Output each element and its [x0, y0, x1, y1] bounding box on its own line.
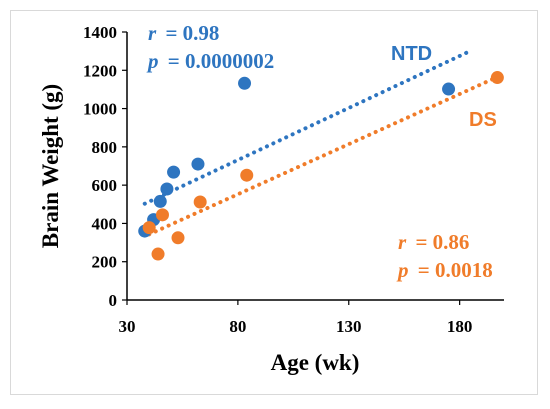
y-tick-label: 1400: [83, 23, 117, 42]
ds-data-point: [193, 195, 207, 209]
ds-series-label: DS: [469, 109, 497, 131]
ds-data-point: [151, 247, 165, 261]
ntd-data-point: [442, 82, 456, 96]
ntd-r-symbol: r: [148, 21, 157, 45]
ntd-data-point: [191, 157, 205, 171]
ds-r-symbol: r: [398, 230, 407, 254]
x-axis-title: Age (wk): [271, 350, 360, 375]
ntd-trend-line: [142, 48, 473, 206]
x-tick-label: 30: [119, 317, 136, 336]
ntd-data-point: [160, 182, 174, 196]
ds-r-value: = 0.86: [415, 230, 469, 254]
ntd-r-annotation: r = 0.98: [148, 21, 219, 45]
y-tick-label: 800: [92, 138, 118, 157]
y-tick-label: 0: [109, 291, 118, 310]
y-tick-label: 200: [92, 253, 118, 272]
ds-data-point: [240, 168, 254, 182]
y-tick-label: 400: [92, 214, 118, 233]
y-tick-label: 1000: [83, 100, 117, 119]
ds-data-point: [155, 208, 169, 222]
x-tick-label: 180: [447, 317, 473, 336]
ntd-data-point: [238, 76, 252, 90]
ds-p-value: = 0.0018: [418, 258, 493, 282]
ntd-data-point: [153, 194, 167, 208]
x-tick-label: 130: [336, 317, 362, 336]
ds-p-annotation: p = 0.0018: [396, 258, 493, 282]
ds-data-point: [171, 231, 185, 245]
ntd-data-point: [167, 165, 181, 179]
ntd-series-label: NTD: [391, 43, 432, 65]
ds-r-annotation: r = 0.86: [398, 230, 469, 254]
ntd-r-value: = 0.98: [165, 21, 219, 45]
axes: [126, 32, 504, 301]
ds-trend-line: [147, 74, 500, 237]
data-points: [138, 71, 504, 261]
trend-lines: [142, 48, 500, 237]
chart-frame: [10, 10, 538, 395]
ntd-p-value: = 0.0000002: [168, 49, 274, 73]
y-axis-title: Brain Weight (g): [38, 84, 63, 248]
ds-data-point: [142, 221, 156, 235]
x-tick-label: 80: [229, 317, 246, 336]
ds-data-point: [490, 71, 504, 85]
y-tick-label: 600: [92, 176, 118, 195]
y-tick-label: 1200: [83, 61, 117, 80]
ntd-p-symbol: p: [146, 49, 159, 73]
ntd-p-annotation: p = 0.0000002: [146, 49, 274, 73]
ds-p-symbol: p: [396, 258, 409, 282]
tick-labels: 0 200 400 600 800 1000 1200 1400 30 80 130 180: [83, 23, 472, 336]
